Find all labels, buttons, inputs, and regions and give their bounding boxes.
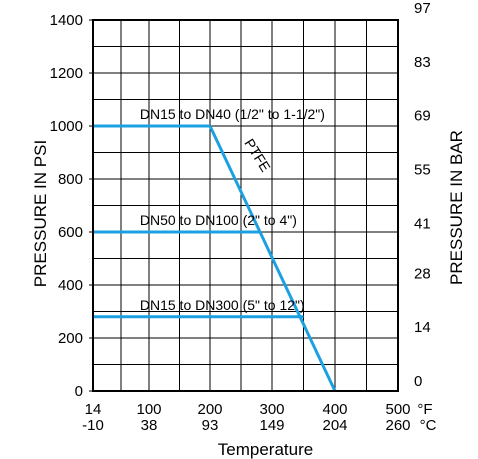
y-tick-label-right: 55 [414,162,431,179]
y-tick-label-left: 1200 [50,65,83,82]
y-tick-label-left: 400 [58,277,83,294]
x-tick-label-f: 300 [259,401,284,418]
y-tick-label-right: 0 [414,373,422,390]
y-tick-label-left: 1000 [50,118,83,135]
y-tick-label-left: 0 [75,383,83,400]
y-tick-label-right: 83 [414,54,431,71]
series-lines [93,124,337,392]
x-tick-label-c: 260 [385,417,410,434]
y-axis-title-right: PRESSURE IN BAR [447,130,466,285]
y-tick-label-right: 69 [414,108,431,125]
x-tick-label-f: 200 [197,401,222,418]
series-ptfe-line [208,125,337,392]
y-tick-label-right: 14 [414,319,431,336]
x-tick-label-f: 400 [322,401,347,418]
x-unit-f: °F [417,401,432,418]
y-tick-label-right: 41 [414,215,431,232]
line-annotation: DN50 to DN100 (2" to 4") [140,212,297,228]
x-tick-label-c: 149 [259,417,284,434]
y-tick-label-left: 200 [58,330,83,347]
y-tick-label-left: 600 [58,224,83,241]
x-tick-label-f: 100 [136,401,161,418]
y-tick-label-right: 28 [414,265,431,282]
x-tick-label-c: 93 [202,417,219,434]
x-tick-label-c: 38 [141,417,158,434]
x-unit-c: °C [420,417,437,434]
y-tick-label-left: 1400 [50,12,83,29]
line-annotation: DN15 to DN300 (5" to 12") [140,297,305,313]
y-axis-title-left: PRESSURE IN PSI [31,140,50,287]
x-tick-label-f: 14 [85,401,102,418]
line-annotation: DN15 to DN40 (1/2" to 1-1/2") [140,106,325,122]
x-tick-label-c: -10 [82,417,104,434]
plot-frame [92,19,399,392]
y-tick-label-left: 800 [58,171,83,188]
x-tick-label-c: 204 [322,417,347,434]
x-axis-title: Temperature [218,440,313,459]
y-tick-label-right: 97 [414,0,431,17]
x-tick-label-f: 500 [385,401,410,418]
series-label-ptfe: PTFE [241,136,274,175]
grid [93,20,398,391]
